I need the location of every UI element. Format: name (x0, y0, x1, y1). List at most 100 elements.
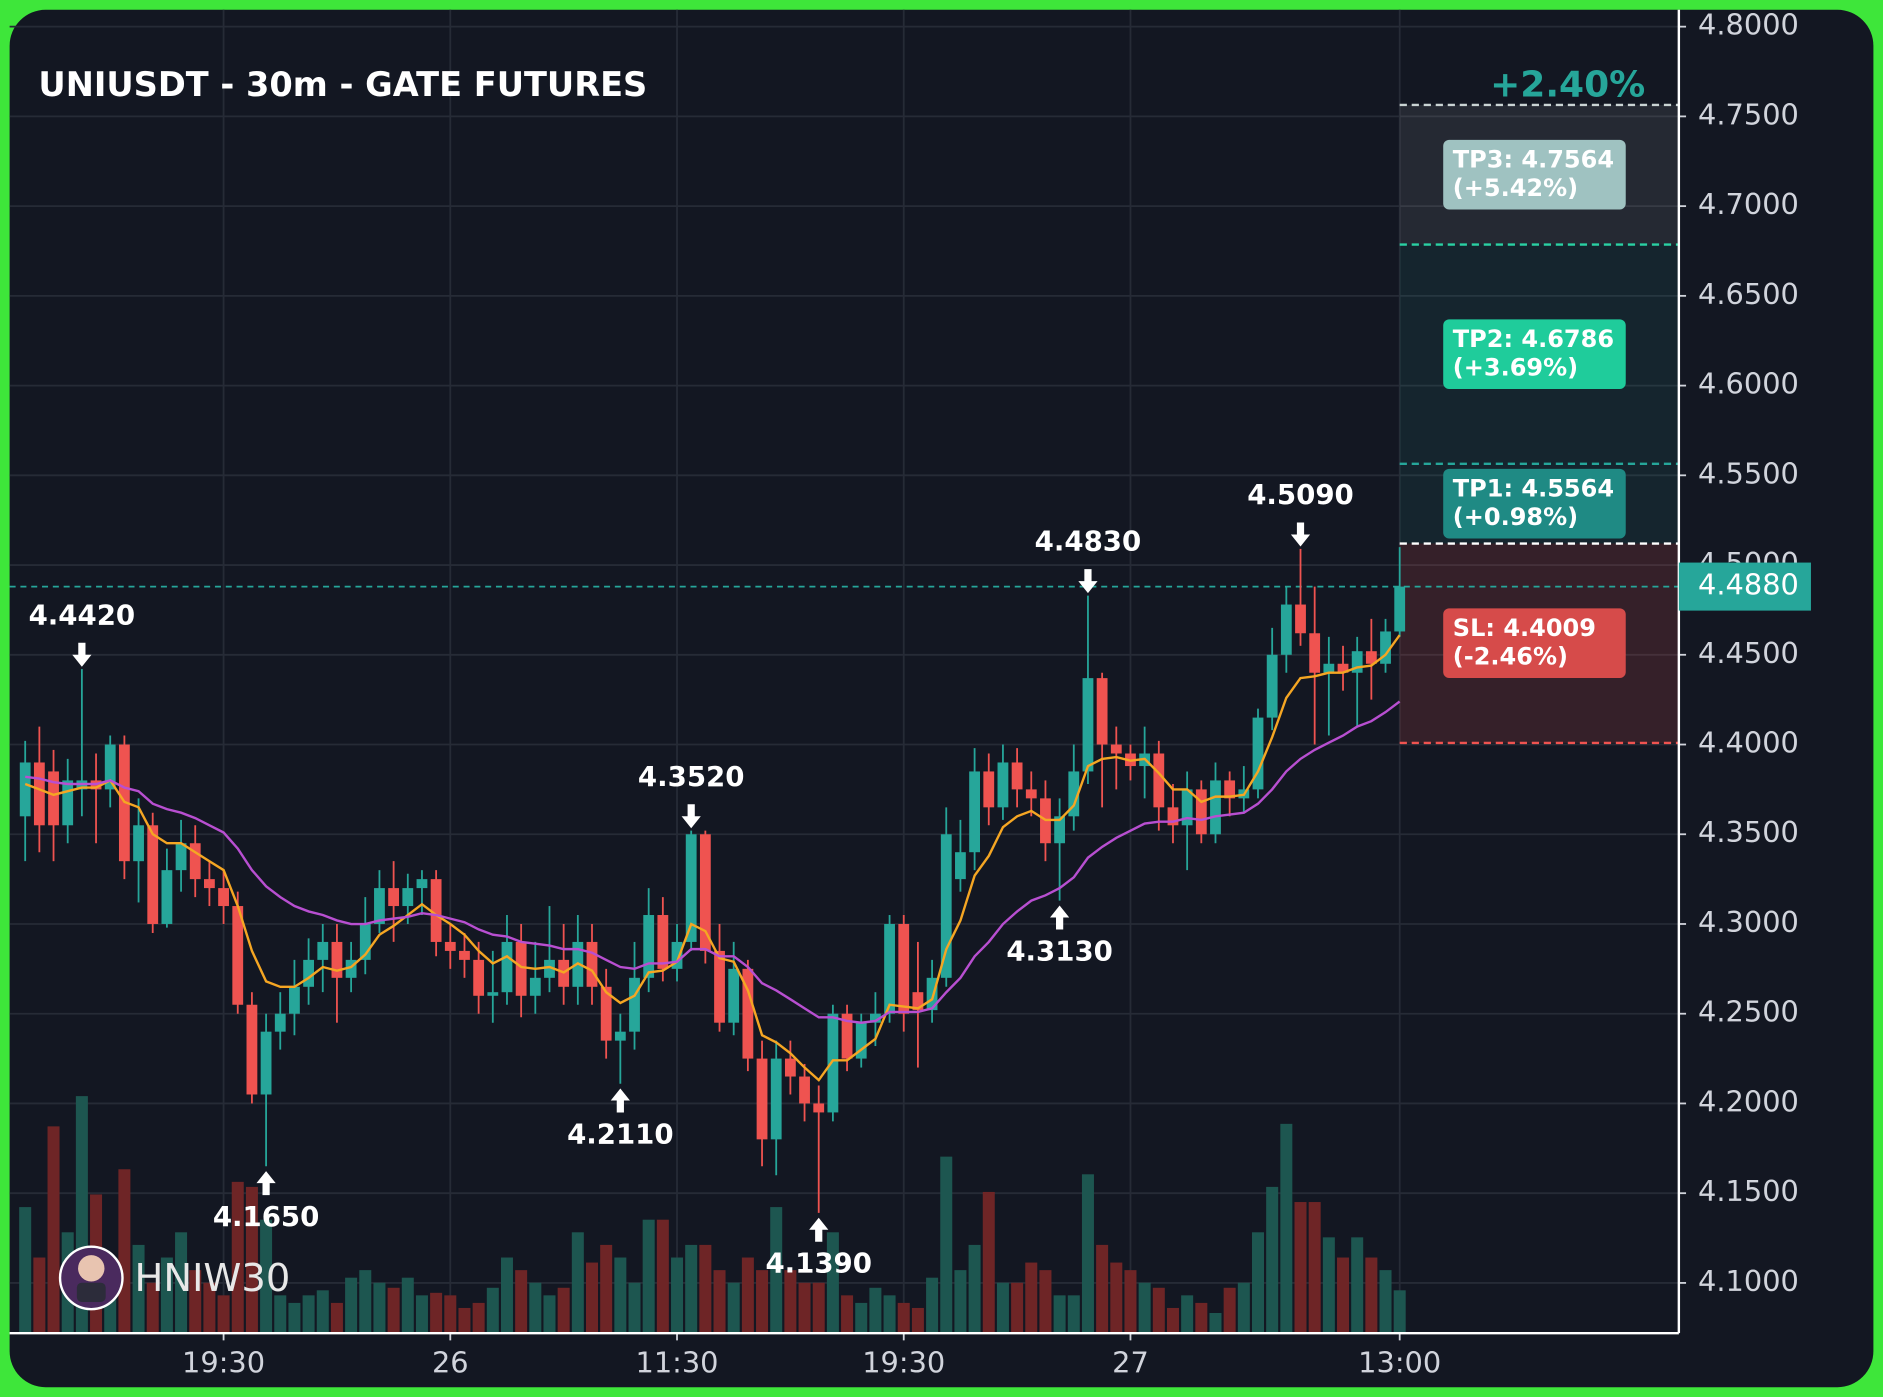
volume-bar (444, 1295, 457, 1334)
candle-body (1068, 771, 1080, 817)
candle-body (260, 1031, 272, 1095)
watermark: HNIW30 (58, 1245, 291, 1311)
volume-bar (175, 1232, 188, 1334)
level-box (1443, 468, 1626, 539)
candle-body (898, 923, 910, 1014)
volume-bar (245, 1186, 258, 1334)
level-label: TP2: 4.6786 (1453, 325, 1614, 353)
volume-bar (430, 1292, 443, 1334)
candle-body (48, 771, 59, 826)
annotation-arrow (1078, 569, 1098, 594)
volume-bar (869, 1287, 882, 1334)
volume-bar (699, 1244, 712, 1334)
candle-body (1280, 604, 1292, 655)
volume-bar (897, 1302, 910, 1334)
candle-body (756, 1058, 768, 1140)
candle-body (643, 915, 655, 978)
volume-bar (911, 1307, 924, 1334)
volume-bar (231, 1181, 244, 1334)
volume-bar (260, 1219, 273, 1334)
y-tick-label: 4.6500 (1698, 277, 1799, 311)
candle-body (289, 986, 300, 1014)
candle-body (926, 977, 938, 1011)
volume-bar (189, 1270, 202, 1334)
volume-bar (302, 1295, 315, 1334)
candle-body (1181, 789, 1193, 826)
volume-bar (968, 1244, 981, 1334)
volume-bar (1025, 1262, 1038, 1334)
volume-bar (316, 1290, 329, 1334)
candle-body (728, 968, 740, 1023)
volume-bar (571, 1232, 584, 1334)
volume-bar (557, 1287, 570, 1334)
volume-bar (756, 1270, 769, 1334)
candle-body (770, 1058, 782, 1140)
volume-bar (359, 1270, 372, 1334)
y-tick-label: 4.6000 (1698, 367, 1799, 401)
y-tick-label: 4.8000 (1698, 8, 1799, 42)
volume-bar (1195, 1302, 1208, 1334)
volume-bar (330, 1302, 343, 1334)
volume-bar (1379, 1270, 1392, 1334)
volume-bar (1393, 1290, 1406, 1334)
watermark-text: HNIW30 (135, 1256, 291, 1301)
candle-body (1337, 663, 1349, 673)
candle-body (62, 780, 74, 826)
volume-bar (1251, 1232, 1264, 1334)
volume-bar (812, 1282, 825, 1334)
y-tick-label: 4.2000 (1698, 1084, 1799, 1118)
volume-bar (160, 1257, 173, 1334)
candle-body (1224, 780, 1236, 799)
volume-bar (1351, 1237, 1364, 1334)
candle-body (1054, 816, 1066, 844)
candle-body (1167, 807, 1179, 826)
volume-bar (387, 1287, 400, 1334)
candle-body (359, 923, 371, 960)
candle-body (1365, 651, 1377, 664)
volume-bar (784, 1270, 797, 1334)
chart-title: UNIUSDT - 30m - GATE FUTURES (38, 65, 647, 104)
candle-body (1025, 789, 1037, 799)
annotation-arrow (610, 1088, 630, 1113)
volume-bar (685, 1244, 698, 1334)
y-tick-label: 4.1500 (1698, 1174, 1799, 1208)
candle-body (1110, 744, 1122, 754)
candle-body (1351, 651, 1363, 673)
candle-body (33, 762, 45, 826)
annotation-label: 4.5090 (1247, 478, 1354, 511)
volume-bar (345, 1277, 358, 1334)
volume-bar (926, 1277, 939, 1334)
volume-bar (628, 1282, 641, 1334)
candle-body (175, 843, 187, 871)
candle-body (671, 941, 683, 969)
x-tick-label: 13:00 (1358, 1345, 1441, 1379)
candle-body (969, 771, 980, 853)
volume-bar (288, 1302, 301, 1334)
level-sublabel: (+5.42%) (1453, 174, 1578, 202)
candle-body (459, 950, 470, 960)
volume-bar (203, 1282, 216, 1334)
volume-bar (33, 1257, 46, 1334)
volume-bar (614, 1257, 627, 1334)
candle-body (19, 762, 31, 817)
candle-body (402, 888, 414, 907)
volume-bar (1053, 1295, 1066, 1334)
candle-body (1380, 631, 1391, 664)
volume-bar (472, 1302, 485, 1334)
annotation-label: 4.1390 (765, 1247, 872, 1280)
volume-bar (1266, 1186, 1279, 1334)
candle-body (317, 941, 329, 960)
annotation-arrow (1050, 905, 1070, 930)
candle-body (416, 879, 428, 889)
candle-body (246, 1004, 258, 1095)
volume-bar (529, 1282, 542, 1334)
volume-bar (982, 1191, 995, 1334)
volume-bar (727, 1282, 740, 1334)
volume-bar (855, 1302, 868, 1334)
volume-bar (500, 1257, 513, 1334)
candle-body (629, 977, 640, 1032)
annotation-label: 4.4830 (1035, 525, 1142, 558)
volume-bar (1322, 1237, 1335, 1334)
moving-average (24, 634, 1401, 1082)
